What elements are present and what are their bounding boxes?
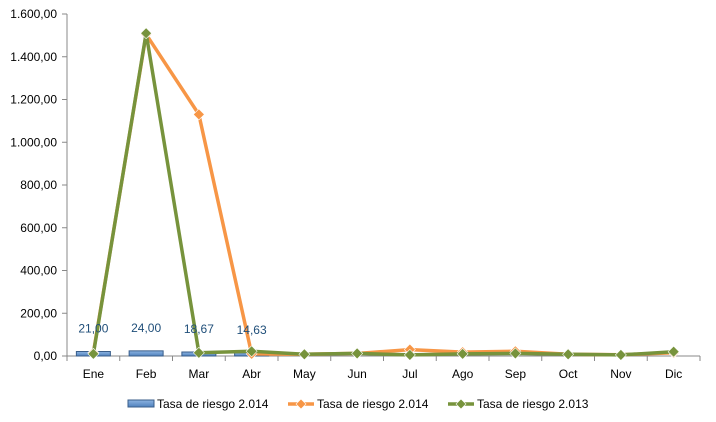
series-line-2: [91, 31, 676, 357]
x-tick-label: Ene: [83, 367, 105, 381]
legend-marker: [295, 398, 307, 410]
x-tick-label: Mar: [189, 367, 210, 381]
x-tick-label: Jul: [402, 367, 417, 381]
legend-label: Tasa de riesgo 2.014: [317, 397, 429, 411]
x-tick-label: Sep: [505, 367, 527, 381]
data-label: 14,63: [237, 323, 267, 337]
point: [351, 347, 364, 360]
y-tick-label: 400,00: [20, 264, 57, 278]
point: [87, 347, 100, 360]
y-tick-label: 200,00: [20, 306, 57, 320]
x-tick-label: Feb: [136, 367, 157, 381]
point: [192, 108, 205, 121]
y-tick-label: 600,00: [20, 221, 57, 235]
y-tick-label: 1.200,00: [10, 93, 57, 107]
x-tick-label: Jun: [347, 367, 366, 381]
data-label: 24,00: [131, 321, 161, 335]
data-label: 18,67: [184, 322, 214, 336]
legend-label: Tasa de riesgo 2.014: [157, 397, 269, 411]
point: [245, 345, 258, 358]
point: [509, 347, 522, 360]
legend-marker: [455, 398, 467, 410]
point: [614, 349, 627, 361]
legend-label: Tasa de riesgo 2.013: [477, 397, 589, 411]
y-tick-label: 1.600,00: [10, 7, 57, 21]
series-line-1: [91, 32, 676, 357]
x-tick-label: Ago: [452, 367, 474, 381]
x-tick-label: Dic: [665, 367, 682, 381]
point: [192, 346, 205, 359]
point: [140, 27, 153, 40]
x-axis: Ene Feb Mar Abr May Jun Jul Ago Sep Oct Nov Dic: [66, 355, 701, 381]
y-axis: 0,00 200,00 400,00 600,00 800,00 1.000,00 1.20…: [10, 7, 68, 363]
point: [403, 349, 416, 361]
data-label: 21,00: [78, 322, 108, 336]
y-tick-label: 0,00: [34, 349, 58, 363]
point: [562, 348, 575, 361]
y-tick-label: 1.000,00: [10, 135, 57, 149]
x-tick-label: Oct: [559, 367, 578, 381]
x-tick-label: Nov: [610, 367, 631, 381]
line-series: [87, 27, 680, 361]
point: [298, 348, 311, 361]
point: [667, 345, 680, 358]
x-tick-label: May: [293, 367, 316, 381]
legend: Tasa de riesgo 2.014 Tasa de riesgo 2.014…: [127, 397, 589, 411]
legend-swatch: [127, 399, 155, 408]
x-tick-label: Abr: [242, 367, 261, 381]
y-tick-label: 800,00: [20, 178, 57, 192]
point: [456, 347, 469, 360]
bar: [128, 350, 164, 357]
data-labels: 21,00 24,00 18,67 14,63: [78, 321, 267, 337]
y-tick-label: 1.400,00: [10, 50, 57, 64]
